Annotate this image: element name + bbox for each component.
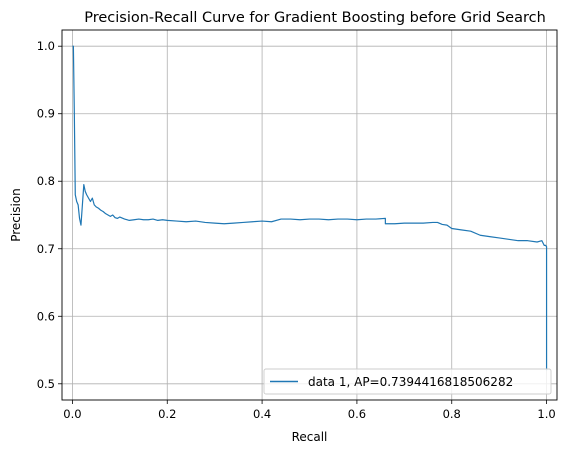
x-tick-label: 0.0 xyxy=(63,407,81,421)
x-tick-label: 0.6 xyxy=(348,407,366,421)
y-axis-ticks: 0.5 0.6 0.7 0.8 0.9 1.0 xyxy=(37,39,62,391)
legend-box xyxy=(263,368,552,395)
x-tick-label: 0.8 xyxy=(443,407,461,421)
y-tick-label: 0.5 xyxy=(37,377,55,391)
y-tick-label: 0.7 xyxy=(37,242,55,256)
y-tick-label: 0.6 xyxy=(37,309,55,323)
y-tick-label: 0.9 xyxy=(37,107,55,121)
chart-title: Precision-Recall Curve for Gradient Boos… xyxy=(84,10,546,26)
y-tick-label: 1.0 xyxy=(37,39,55,53)
x-tick-label: 0.4 xyxy=(253,407,271,421)
series-layer xyxy=(72,45,548,371)
legend: data 1, AP=0.7394416818506282 xyxy=(263,368,552,395)
y-tick-label: 0.8 xyxy=(37,174,55,188)
x-axis-label: Recall xyxy=(292,430,328,444)
grid-lines xyxy=(62,30,557,400)
x-tick-label: 1.0 xyxy=(537,407,555,421)
x-axis-ticks: 0.0 0.2 0.4 0.6 0.8 1.0 xyxy=(63,400,556,421)
series-line-data-1 xyxy=(72,45,548,371)
legend-entry: data 1, AP=0.7394416818506282 xyxy=(308,375,513,389)
x-tick-label: 0.2 xyxy=(158,407,176,421)
y-axis-label: Precision xyxy=(9,188,23,242)
plot-frame xyxy=(61,29,558,401)
